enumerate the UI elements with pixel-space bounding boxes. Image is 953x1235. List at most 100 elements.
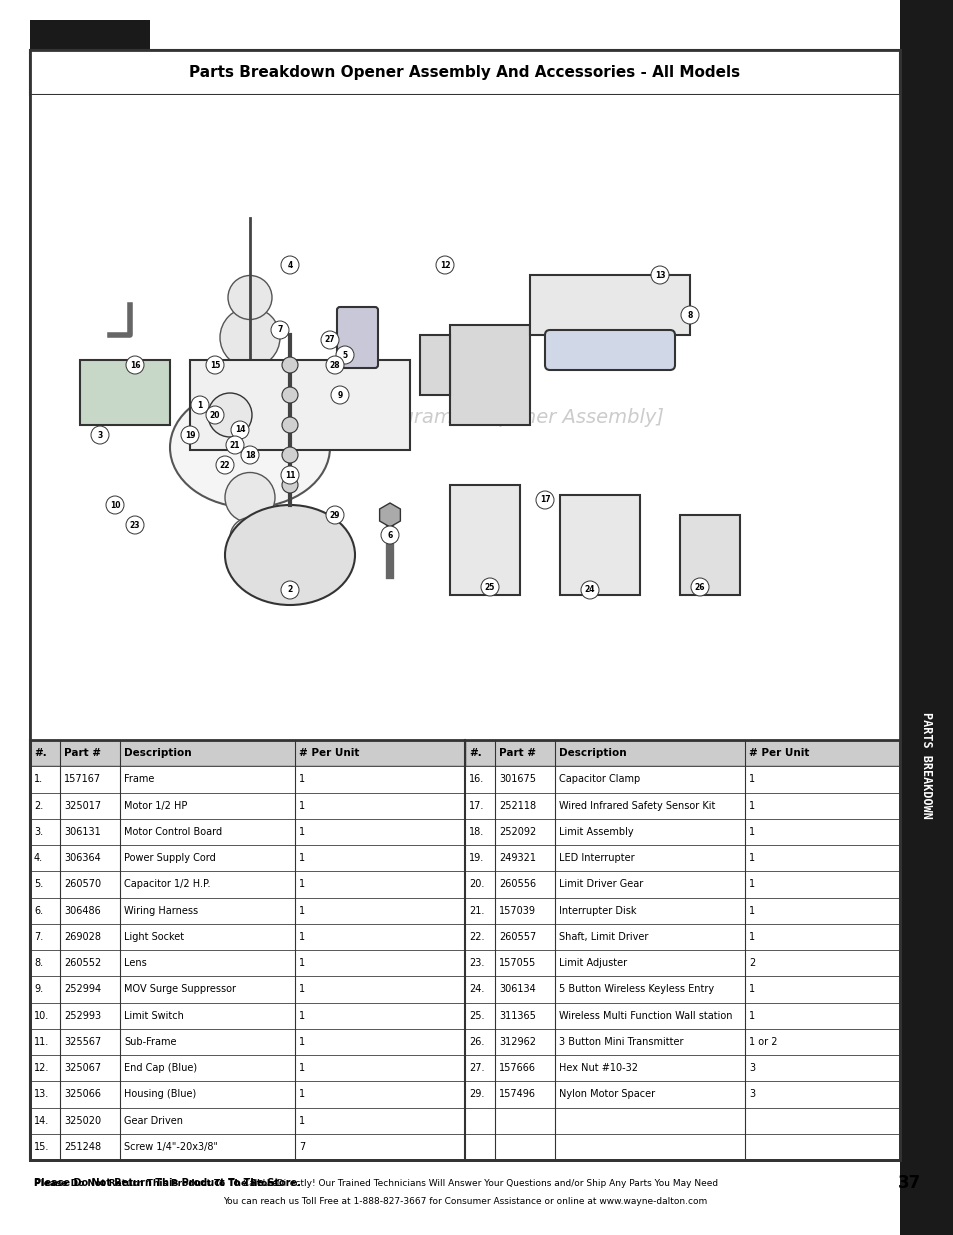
Text: 27.: 27. [469, 1063, 484, 1073]
Text: 3: 3 [748, 1063, 755, 1073]
Text: 1: 1 [748, 984, 755, 994]
Text: Shaft, Limit Driver: Shaft, Limit Driver [558, 932, 648, 942]
Bar [559, 368, 649, 468]
Bar [464, 976, 899, 1003]
Text: 1: 1 [748, 853, 755, 863]
Text: MOV Surge Suppressor: MOV Surge Suppressor [124, 984, 235, 994]
Text: 12: 12 [439, 261, 450, 269]
Text: 1: 1 [298, 1037, 305, 1047]
Bar [464, 819, 899, 845]
Text: #.: #. [34, 748, 47, 758]
Text: 4.: 4. [34, 853, 43, 863]
Bar [464, 1055, 899, 1082]
Circle shape [680, 306, 699, 324]
Bar [30, 1134, 464, 1160]
Text: 21: 21 [230, 441, 240, 450]
Circle shape [436, 256, 454, 274]
Text: 1: 1 [748, 905, 755, 915]
Text: Lens: Lens [124, 958, 147, 968]
Text: Please Do Not Return This Product To The Store.: Please Do Not Return This Product To The… [34, 1178, 281, 1188]
Text: 26: 26 [694, 583, 704, 592]
Text: 1: 1 [748, 800, 755, 810]
Text: 1: 1 [298, 905, 305, 915]
Text: 18: 18 [244, 451, 255, 459]
Circle shape [220, 308, 280, 368]
Bar [464, 845, 899, 871]
Text: Nylon Motor Spacer: Nylon Motor Spacer [558, 1089, 655, 1099]
Bar [30, 49, 899, 95]
Text: Hex Nut #10-32: Hex Nut #10-32 [558, 1063, 638, 1073]
Text: 20.: 20. [469, 879, 484, 889]
Text: 306486: 306486 [64, 905, 101, 915]
Text: Sub-Frame: Sub-Frame [124, 1037, 176, 1047]
Bar [464, 740, 899, 766]
Text: LED Interrupter: LED Interrupter [558, 853, 634, 863]
Text: 10.: 10. [34, 1010, 50, 1020]
Bar [30, 740, 899, 1160]
Text: 6: 6 [387, 531, 393, 540]
Text: Housing (Blue): Housing (Blue) [124, 1089, 196, 1099]
Bar [464, 898, 899, 924]
Circle shape [380, 526, 398, 543]
Circle shape [281, 256, 298, 274]
Text: Limit Driver Gear: Limit Driver Gear [558, 879, 642, 889]
Circle shape [126, 356, 144, 374]
Text: 1: 1 [298, 1010, 305, 1020]
Text: 157055: 157055 [498, 958, 536, 968]
Text: 1: 1 [298, 853, 305, 863]
Text: 27: 27 [324, 336, 335, 345]
Text: Description: Description [124, 748, 192, 758]
Text: Limit Switch: Limit Switch [124, 1010, 184, 1020]
Text: 25.: 25. [469, 1010, 484, 1020]
Circle shape [335, 346, 354, 364]
Text: 1: 1 [298, 1115, 305, 1125]
Text: 7.: 7. [34, 932, 43, 942]
Text: 311365: 311365 [498, 1010, 536, 1020]
Bar [464, 1108, 899, 1134]
Circle shape [320, 331, 338, 350]
Text: 157496: 157496 [498, 1089, 536, 1099]
Text: 1: 1 [298, 1089, 305, 1099]
Text: 1: 1 [748, 879, 755, 889]
Bar [464, 1029, 899, 1055]
Bar [464, 1082, 899, 1108]
Bar [559, 495, 639, 595]
Text: 7: 7 [277, 326, 282, 335]
Text: 10: 10 [110, 500, 120, 510]
Text: Call Us Directly! Our Trained Technicians Will Answer Your Questions and/or Ship: Call Us Directly! Our Trained Technician… [240, 1178, 723, 1188]
Text: 2: 2 [287, 585, 293, 594]
Text: 24.: 24. [469, 984, 484, 994]
Circle shape [282, 447, 297, 463]
Text: 16: 16 [130, 361, 140, 369]
Bar [559, 288, 679, 368]
Text: 14: 14 [234, 426, 245, 435]
Bar [30, 95, 899, 740]
Bar [30, 1055, 464, 1082]
Bar [30, 49, 899, 1160]
Text: 23: 23 [130, 520, 140, 530]
Bar [30, 950, 464, 976]
FancyBboxPatch shape [336, 308, 377, 368]
Circle shape [208, 393, 252, 437]
Text: 1: 1 [298, 774, 305, 784]
Bar [80, 359, 170, 425]
Text: Parts Breakdown Opener Assembly And Accessories - All Models: Parts Breakdown Opener Assembly And Acce… [190, 65, 740, 80]
Text: Gear Driven: Gear Driven [124, 1115, 183, 1125]
FancyBboxPatch shape [544, 330, 675, 370]
Circle shape [281, 466, 298, 484]
Text: #.: #. [469, 748, 481, 758]
Circle shape [230, 517, 270, 557]
Text: 18.: 18. [469, 827, 484, 837]
Text: 1: 1 [748, 774, 755, 784]
Circle shape [91, 426, 109, 445]
Text: Light Socket: Light Socket [124, 932, 184, 942]
Text: Frame: Frame [124, 774, 154, 784]
Text: 3 Button Mini Transmitter: 3 Button Mini Transmitter [558, 1037, 682, 1047]
Circle shape [181, 426, 199, 445]
Text: 9.: 9. [34, 984, 43, 994]
Bar [30, 898, 464, 924]
Text: 260570: 260570 [64, 879, 101, 889]
Bar [450, 325, 530, 425]
Text: 252118: 252118 [498, 800, 536, 810]
Text: 301675: 301675 [498, 774, 536, 784]
